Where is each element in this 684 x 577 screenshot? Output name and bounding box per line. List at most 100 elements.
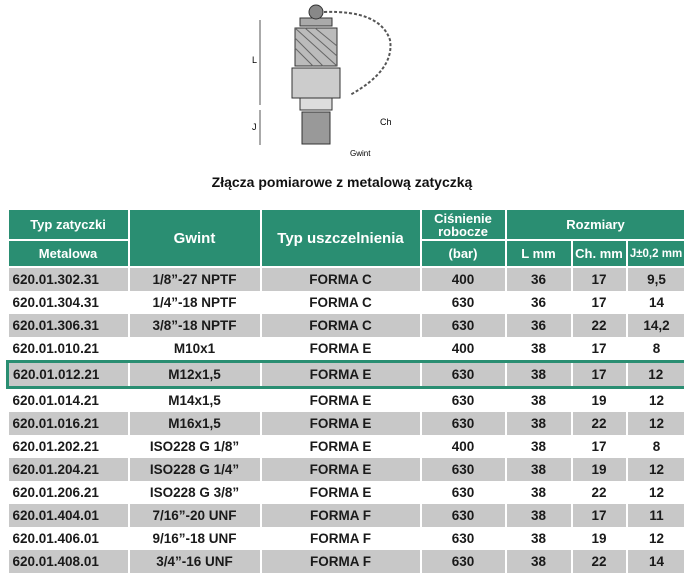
table-row: 620.01.204.21 ISO228 G 1/4” FORMA E 630 38 19… — [6, 458, 684, 481]
cell-part-number: 620.01.204.21 — [6, 458, 129, 481]
cell-typ-uszczelnienia: FORMA C — [259, 314, 421, 337]
cell-l-mm: 38 — [504, 387, 572, 412]
cell-cisnienie: 400 — [419, 435, 506, 458]
fitting-drawing: L J Ch Gwint — [252, 4, 392, 158]
table-row: 620.01.012.21 M12x1,5 FORMA E 630 38 17 12 — [6, 360, 684, 389]
cell-typ-uszczelnienia: FORMA C — [259, 267, 421, 291]
cell-part-number: 620.01.302.31 — [6, 267, 129, 291]
cell-typ-uszczelnienia: FORMA E — [259, 435, 421, 458]
cell-j-mm: 12 — [625, 360, 684, 389]
cell-j-mm: 12 — [625, 458, 684, 481]
cell-gwint: M16x1,5 — [127, 412, 261, 435]
table-row: 620.01.016.21 M16x1,5 FORMA E 630 38 22 12 — [6, 412, 684, 435]
cell-gwint: 9/16”-18 UNF — [127, 527, 261, 550]
header-rozmiary: Rozmiary — [504, 208, 684, 241]
cell-ch-mm: 17 — [570, 435, 627, 458]
cell-l-mm: 36 — [504, 291, 572, 314]
cell-gwint: ISO228 G 1/4” — [127, 458, 261, 481]
cell-l-mm: 38 — [504, 527, 572, 550]
table-row: 620.01.202.21 ISO228 G 1/8” FORMA E 400 38 17… — [6, 435, 684, 458]
cell-j-mm: 14 — [625, 291, 684, 314]
cell-ch-mm: 22 — [570, 314, 627, 337]
cell-part-number: 620.01.016.21 — [6, 412, 129, 435]
cell-j-mm: 12 — [625, 412, 684, 435]
cell-cisnienie: 630 — [419, 504, 506, 527]
cell-cisnienie: 630 — [419, 412, 506, 435]
cell-l-mm: 38 — [504, 337, 572, 362]
svg-text:Ch: Ch — [380, 117, 392, 127]
cell-ch-mm: 17 — [570, 291, 627, 314]
cell-cisnienie: 630 — [419, 481, 506, 504]
header-typ-uszczelnienia: Typ uszczelnienia — [259, 208, 422, 268]
cell-cisnienie: 400 — [419, 337, 506, 362]
cell-j-mm: 11 — [625, 504, 684, 527]
cell-cisnienie: 630 — [419, 550, 506, 573]
cell-gwint: 3/8”-18 NPTF — [127, 314, 261, 337]
cell-ch-mm: 17 — [570, 337, 627, 362]
cell-cisnienie: 400 — [419, 267, 506, 291]
cell-cisnienie: 630 — [419, 387, 506, 412]
cell-ch-mm: 17 — [570, 504, 627, 527]
cell-typ-uszczelnienia: FORMA E — [259, 337, 421, 362]
cell-gwint: 7/16”-20 UNF — [127, 504, 261, 527]
header-l-mm: L mm — [504, 239, 573, 268]
cell-ch-mm: 19 — [570, 387, 627, 412]
cell-l-mm: 38 — [504, 458, 572, 481]
header-bar: (bar) — [419, 239, 507, 268]
header-j: J±0,2 mm — [625, 239, 684, 268]
header-ch-mm: Ch. mm — [570, 239, 628, 268]
cell-l-mm: 38 — [504, 435, 572, 458]
table-row: 620.01.010.21 M10x1 FORMA E 400 38 17 8 — [6, 337, 684, 362]
cell-gwint: 1/4”-18 NPTF — [127, 291, 261, 314]
header-gwint: Gwint — [127, 208, 262, 268]
cell-typ-uszczelnienia: FORMA E — [259, 387, 421, 412]
cell-j-mm: 14,2 — [625, 314, 684, 337]
cell-gwint: ISO228 G 3/8” — [127, 481, 261, 504]
table-row: 620.01.404.01 7/16”-20 UNF FORMA F 630 38 17 1… — [6, 504, 684, 527]
cell-ch-mm: 17 — [570, 267, 627, 291]
table-row: 620.01.306.31 3/8”-18 NPTF FORMA C 630 36 22 1… — [6, 314, 684, 337]
cell-ch-mm: 22 — [570, 412, 627, 435]
cell-l-mm: 38 — [504, 481, 572, 504]
cell-j-mm: 12 — [625, 527, 684, 550]
cell-ch-mm: 19 — [570, 527, 627, 550]
cell-j-mm: 9,5 — [625, 267, 684, 291]
page-title: Złącza pomiarowe z metalową zatyczką — [211, 174, 473, 190]
header-typ-zatyczki: Typ zatyczki — [6, 208, 130, 241]
cell-cisnienie: 630 — [419, 314, 506, 337]
cell-j-mm: 8 — [625, 435, 684, 458]
cell-j-mm: 12 — [625, 481, 684, 504]
cell-part-number: 620.01.304.31 — [6, 291, 129, 314]
cell-gwint: 3/4”-16 UNF — [127, 550, 261, 573]
cell-part-number: 620.01.014.21 — [6, 387, 129, 412]
cell-part-number: 620.01.010.21 — [6, 337, 129, 362]
cell-part-number: 620.01.012.21 — [6, 360, 129, 389]
cell-ch-mm: 19 — [570, 458, 627, 481]
cell-typ-uszczelnienia: FORMA F — [259, 504, 421, 527]
table-row: 620.01.206.21 ISO228 G 3/8” FORMA E 630 38 22… — [6, 481, 684, 504]
cell-typ-uszczelnienia: FORMA F — [259, 527, 421, 550]
cell-gwint: M12x1,5 — [127, 360, 261, 389]
svg-text:Gwint: Gwint — [350, 149, 371, 158]
cell-j-mm: 12 — [625, 387, 684, 412]
cell-ch-mm: 22 — [570, 550, 627, 573]
cell-cisnienie: 630 — [419, 291, 506, 314]
table-row: 620.01.304.31 1/4”-18 NPTF FORMA C 630 36 17 1… — [6, 291, 684, 314]
cell-l-mm: 36 — [504, 314, 572, 337]
cell-part-number: 620.01.404.01 — [6, 504, 129, 527]
cell-ch-mm: 17 — [570, 360, 627, 389]
svg-text:L: L — [252, 55, 257, 65]
table-row: 620.01.406.01 9/16”-18 UNF FORMA F 630 38 19 1… — [6, 527, 684, 550]
cell-l-mm: 38 — [504, 550, 572, 573]
cell-gwint: ISO228 G 1/8” — [127, 435, 261, 458]
cell-part-number: 620.01.306.31 — [6, 314, 129, 337]
cell-gwint: 1/8”-27 NPTF — [127, 267, 261, 291]
cell-cisnienie: 630 — [419, 360, 506, 389]
cell-typ-uszczelnienia: FORMA E — [259, 481, 421, 504]
svg-text:J: J — [252, 122, 257, 132]
cell-gwint: M10x1 — [127, 337, 261, 362]
header-cisnienie: Ciśnienie robocze — [419, 208, 507, 241]
cell-typ-uszczelnienia: FORMA E — [259, 360, 421, 389]
cell-typ-uszczelnienia: FORMA C — [259, 291, 421, 314]
cell-part-number: 620.01.408.01 — [6, 550, 129, 573]
